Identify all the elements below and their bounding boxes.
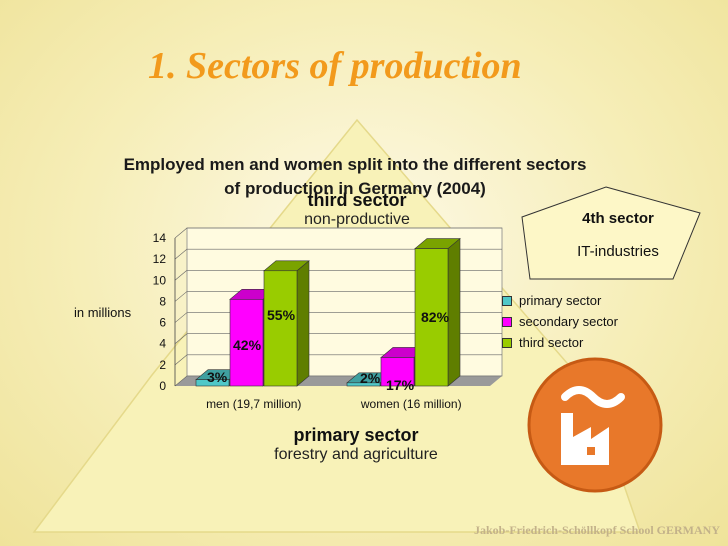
legend-item: third sector xyxy=(502,332,618,353)
fourth-sector-pentagon xyxy=(521,186,701,280)
legend-swatch xyxy=(502,295,512,306)
gridline-side xyxy=(174,375,188,387)
bar-secondary-sector-men xyxy=(229,299,264,387)
fourth-sector-name: 4th sector xyxy=(582,210,654,227)
bar-third-sector-women xyxy=(414,248,449,387)
y-tick-label: 8 xyxy=(159,294,166,308)
legend-swatch xyxy=(502,316,512,327)
legend-item: secondary sector xyxy=(502,311,618,332)
legend-item: primary sector xyxy=(502,290,618,311)
x-category-label: women (16 million) xyxy=(360,397,462,411)
x-category-label: men (19,7 million) xyxy=(206,397,301,411)
gridline-side xyxy=(174,291,188,302)
fourth-sector-description: IT-industries xyxy=(577,243,659,260)
y-tick-label: 12 xyxy=(153,252,167,266)
gridline-side xyxy=(174,354,188,366)
legend-label: secondary sector xyxy=(519,314,618,329)
y-tick-label: 10 xyxy=(153,273,167,287)
data-label: 55% xyxy=(267,307,296,323)
legend-label: primary sector xyxy=(519,293,602,308)
top-tier-description: non-productive xyxy=(304,211,410,228)
gridline-side xyxy=(174,333,188,344)
slide-title: 1. Sectors of production xyxy=(148,45,522,87)
bar-secondary-sector-women xyxy=(380,357,415,387)
pyramid-top-tier: third sector non-productive xyxy=(257,190,457,229)
gridline-side xyxy=(174,312,188,323)
legend-swatch xyxy=(502,337,512,348)
data-label: 82% xyxy=(421,309,450,325)
bottom-tier-description: forestry and agriculture xyxy=(274,446,438,463)
footer-credit: Jakob-Friedrich-Schöllkopf School GERMAN… xyxy=(473,523,720,537)
bar-primary-sector-men xyxy=(195,379,230,387)
gridline-side xyxy=(174,227,188,239)
legend-label: third sector xyxy=(519,335,584,350)
bottom-tier-name: primary sector xyxy=(293,425,419,445)
y-tick-label: 0 xyxy=(159,379,166,393)
y-tick-label: 6 xyxy=(159,316,166,330)
y-tick-label: 2 xyxy=(159,358,166,372)
y-axis-label: in millions xyxy=(74,305,132,320)
y-tick-label: 14 xyxy=(153,231,167,245)
factory-icon xyxy=(527,357,663,493)
data-label: 17% xyxy=(386,377,415,393)
data-label: 2% xyxy=(360,370,381,386)
chart-legend: primary sector secondary sector third sect… xyxy=(502,290,618,353)
bar-side xyxy=(447,237,461,387)
chart-title: Employed men and women split into the di… xyxy=(123,155,587,198)
y-tick-label: 4 xyxy=(159,337,166,351)
data-label: 42% xyxy=(233,337,262,353)
gridline-side xyxy=(174,270,188,281)
bar-side xyxy=(296,260,310,387)
data-label: 3% xyxy=(207,369,228,385)
gridline-side xyxy=(174,248,188,260)
bar-third-sector-men xyxy=(263,270,298,387)
pyramid-bottom-tier: primary sector forestry and agriculture xyxy=(206,425,506,464)
bar-primary-sector-women xyxy=(346,382,381,387)
top-tier-name: third sector xyxy=(307,190,407,210)
